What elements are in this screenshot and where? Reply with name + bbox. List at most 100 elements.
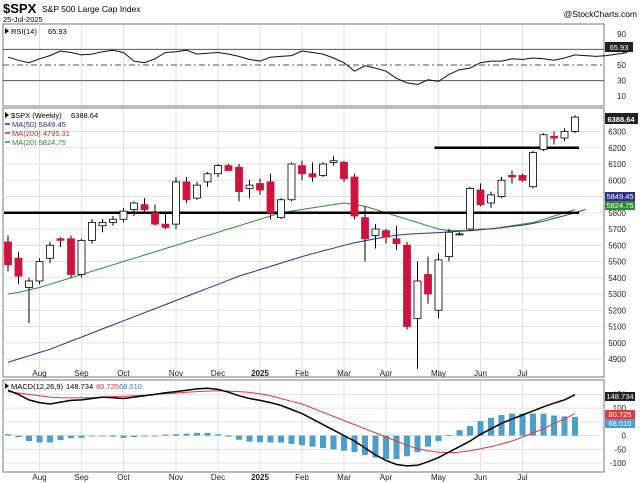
macd-tick-label: 100 bbox=[613, 404, 627, 413]
macd-hist-bar bbox=[267, 435, 274, 443]
candle-body bbox=[518, 174, 527, 181]
price-panel: 6300620061006000590058005700560055005400… bbox=[2, 107, 638, 378]
macd-panel: 150100500-50-100 MACD(12,26,9) 148.734 8… bbox=[2, 379, 635, 473]
ma200-legend: MA(200) 4795.31 bbox=[12, 129, 70, 138]
ma50-line bbox=[7, 209, 586, 363]
x-axis-label: Jul bbox=[517, 369, 527, 378]
symbol: $SPX bbox=[3, 1, 37, 16]
price-tick-label: 4900 bbox=[608, 355, 626, 364]
last-price-badge-text: 6388.64 bbox=[607, 115, 635, 124]
x-axis-label: May bbox=[431, 473, 446, 482]
price-tick-label: 6200 bbox=[608, 144, 626, 153]
price-tick-label: 5200 bbox=[608, 306, 626, 315]
ma50-legend: MA(50) 5849.45 bbox=[12, 120, 66, 129]
macd-hist-bar bbox=[173, 434, 179, 436]
macd-hist-bar bbox=[131, 435, 137, 437]
macd-hist-bar bbox=[215, 434, 221, 436]
price-tick-label: 5300 bbox=[608, 290, 626, 299]
price-tick-label: 5000 bbox=[608, 339, 626, 348]
macd-hist-bar bbox=[509, 413, 515, 436]
rsi-tick-label: 10 bbox=[617, 92, 626, 101]
x-axis-label: Aug bbox=[32, 473, 46, 482]
macd-hist-bar bbox=[404, 435, 410, 457]
candle-body bbox=[361, 217, 369, 240]
candle-body bbox=[424, 274, 432, 295]
candle-body bbox=[88, 222, 96, 241]
candle-body bbox=[539, 134, 548, 150]
price-tick-label: 5100 bbox=[608, 323, 626, 332]
macd-hist-bar bbox=[204, 432, 211, 436]
candle-body bbox=[392, 238, 401, 245]
macd-hist-bar bbox=[5, 434, 11, 436]
macd-hist-bar bbox=[551, 415, 557, 436]
chart-date: 25-Jul-2025 bbox=[3, 15, 43, 24]
x-axis-label: Sep bbox=[74, 369, 89, 378]
macd-tick-label: -50 bbox=[614, 445, 626, 454]
price-legend: $SPX (Weekly) 6388.64 MA(50) 5849.45 MA(… bbox=[5, 111, 98, 147]
price-tick-label: 6100 bbox=[608, 160, 626, 169]
macd-hist-bar bbox=[15, 435, 22, 437]
macd-hist-bar bbox=[26, 435, 32, 442]
hist-badge-text: 68.010 bbox=[609, 419, 632, 428]
x-axis-label: Dec bbox=[211, 369, 225, 378]
price-label: $SPX (Weekly) bbox=[11, 111, 62, 120]
candle-body bbox=[434, 259, 443, 311]
candle-body bbox=[277, 199, 285, 219]
candle-body bbox=[119, 210, 128, 220]
macd-hist-bar bbox=[36, 435, 43, 443]
price-tick-label: 5700 bbox=[608, 225, 626, 234]
candle-body bbox=[550, 135, 558, 139]
macd-hist-bar bbox=[57, 435, 64, 441]
watermark: @StockCharts.com bbox=[564, 9, 637, 19]
x-axis-label: May bbox=[431, 369, 446, 378]
macd-hist-bar bbox=[278, 435, 284, 443]
price-tick-label: 5500 bbox=[608, 258, 626, 267]
price-tick-label: 6300 bbox=[608, 128, 626, 137]
candle-body bbox=[98, 222, 107, 227]
candle-body bbox=[35, 261, 44, 282]
macd-hist-bar bbox=[236, 435, 242, 440]
macd-hist-bar bbox=[446, 435, 452, 436]
candle-body bbox=[140, 204, 149, 210]
ma20-line bbox=[7, 202, 576, 295]
candle-body bbox=[298, 165, 306, 175]
macd-hist-bar bbox=[425, 435, 431, 447]
x-axis-label: Nov bbox=[169, 369, 183, 378]
price-tick-label: 6000 bbox=[608, 176, 626, 185]
macd-hist-bar bbox=[99, 435, 106, 437]
price-tick-label: 5400 bbox=[608, 274, 626, 283]
macd-hist-bar bbox=[498, 415, 505, 436]
candle-body bbox=[256, 183, 264, 191]
x-axis-label: Aug bbox=[32, 369, 46, 378]
x-axis-label: Jun bbox=[474, 473, 487, 482]
last-price-badge bbox=[605, 113, 638, 124]
candle-body bbox=[77, 239, 86, 275]
macd-line bbox=[7, 387, 576, 467]
macd-hist-bar bbox=[68, 435, 74, 439]
candle-body bbox=[109, 218, 117, 223]
macd-hist-bar bbox=[162, 434, 169, 436]
x-axis-label: 2025 bbox=[251, 473, 269, 482]
candle-body bbox=[560, 131, 569, 139]
ma20-badge-text: 5824.75 bbox=[606, 201, 633, 210]
signal-badge-text: 80.725 bbox=[609, 410, 632, 419]
price-tick-label: 5800 bbox=[608, 209, 626, 218]
macd-hist-bar bbox=[540, 413, 547, 436]
candle-body bbox=[214, 165, 222, 175]
hist-badge bbox=[605, 419, 635, 428]
macd-hist-bar bbox=[572, 416, 578, 436]
candle-body bbox=[67, 238, 75, 275]
rsi-panel: 9070503010 RSI(14) 65.93 65.93 bbox=[2, 23, 633, 107]
rsi-line bbox=[7, 49, 628, 86]
candle-body bbox=[130, 202, 138, 210]
rsi-badge bbox=[605, 42, 633, 52]
candle-body bbox=[46, 244, 54, 259]
macd-hist-bar bbox=[351, 435, 358, 453]
macd-hist-bar bbox=[89, 435, 95, 437]
macd-tick-label: 0 bbox=[622, 432, 627, 441]
ma50-badge bbox=[605, 192, 635, 201]
macd-hist-bar bbox=[288, 435, 295, 444]
ma20-badge bbox=[605, 201, 635, 210]
macd-hist-bar bbox=[372, 435, 379, 458]
